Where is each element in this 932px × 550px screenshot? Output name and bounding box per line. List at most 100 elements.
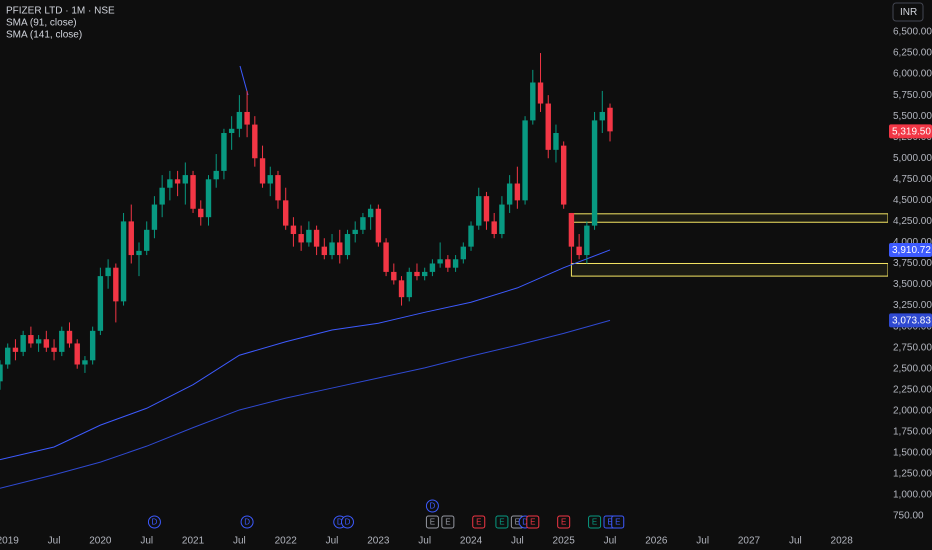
candle-body <box>491 221 497 235</box>
x-tick-label: Jul <box>140 536 153 547</box>
candle-body <box>576 246 582 256</box>
candle-body <box>406 271 412 298</box>
candle-body <box>144 229 150 251</box>
candle-body <box>5 347 11 365</box>
x-tick-label: 2025 <box>553 536 576 547</box>
candle-body <box>506 183 513 205</box>
event-marker <box>588 515 602 529</box>
y-tick-label: 3,500.00 <box>893 279 932 290</box>
event-marker <box>472 515 486 529</box>
x-tick-label: Jul <box>604 536 617 547</box>
candle-body <box>468 225 474 247</box>
event-label: D <box>337 518 343 527</box>
chart-title: PFIZER LTD · 1M · NSE <box>6 6 115 17</box>
candle-body <box>313 229 320 247</box>
candle-body <box>151 204 158 230</box>
candle-body <box>174 179 181 184</box>
candle-body <box>59 330 65 352</box>
event-marker <box>526 515 540 529</box>
currency-button[interactable] <box>892 2 924 22</box>
event-label: E <box>615 518 620 527</box>
event-marker <box>240 515 254 529</box>
y-tick-label: 1,250.00 <box>893 469 932 480</box>
candle-body <box>198 208 204 218</box>
y-tick-label: 6,000.00 <box>893 69 932 80</box>
y-tick-label: 5,000.00 <box>893 153 932 164</box>
zone <box>570 262 888 277</box>
candle-body <box>283 200 289 226</box>
x-tick-label: 2019 <box>0 536 19 547</box>
y-tick-label: 2,250.00 <box>893 384 932 395</box>
candle-body <box>236 111 243 129</box>
candle-body <box>275 175 281 201</box>
event-marker <box>441 515 455 529</box>
candle-body <box>51 347 57 352</box>
zone <box>570 213 888 223</box>
candle-body <box>290 225 297 235</box>
candle-body <box>599 111 605 121</box>
candle-body <box>205 179 212 218</box>
candle-body <box>82 360 88 365</box>
candle-body <box>375 208 382 243</box>
x-tick-label: Jul <box>696 536 709 547</box>
y-tick-label: 1,000.00 <box>893 490 932 501</box>
x-tick-label: Jul <box>418 536 431 547</box>
currency-label[interactable]: INR <box>900 7 917 18</box>
price-label-box <box>889 124 932 139</box>
event-label: E <box>607 518 612 527</box>
candle-body <box>113 267 119 302</box>
candle-body <box>190 175 196 209</box>
candle-body <box>460 246 467 260</box>
sma-line <box>0 249 611 461</box>
candle-body <box>20 335 26 352</box>
candle-body <box>414 271 420 277</box>
candle-body <box>591 120 598 226</box>
y-tick-label: 4,250.00 <box>893 216 932 227</box>
y-tick-label: 2,500.00 <box>893 363 932 374</box>
candle-body <box>452 259 459 268</box>
y-tick-label: 4,750.00 <box>893 174 932 185</box>
x-tick-label: Jul <box>511 536 524 547</box>
candle-body <box>483 196 490 222</box>
event-label: D <box>522 518 528 527</box>
candle-body <box>74 343 80 365</box>
candle-body <box>43 339 50 348</box>
event-label: E <box>430 518 435 527</box>
y-tick-label: 2,750.00 <box>893 342 932 353</box>
y-tick-label: 3,250.00 <box>893 300 932 311</box>
x-tick-label: 2020 <box>89 536 112 547</box>
y-tick-label: 1,750.00 <box>893 426 932 437</box>
candle-body <box>267 175 273 184</box>
candle-body <box>128 221 134 256</box>
candle-body <box>321 246 328 256</box>
event-label: E <box>445 518 450 527</box>
price-label: 3,910.72 <box>892 245 931 256</box>
y-tick-label: 4,500.00 <box>893 195 932 206</box>
candle-body <box>136 250 142 256</box>
x-tick-label: 2021 <box>182 536 205 547</box>
candle-body <box>213 170 219 180</box>
price-label: 5,319.50 <box>892 127 931 138</box>
candle-body <box>421 271 428 277</box>
y-tick-label: 1,500.00 <box>893 448 932 459</box>
x-tick-label: 2028 <box>831 536 854 547</box>
event-marker <box>557 515 571 529</box>
candle-body <box>337 242 343 256</box>
candle-body <box>298 234 304 243</box>
candle-body <box>429 263 436 272</box>
x-tick-label: Jul <box>789 536 802 547</box>
candle-body <box>499 204 505 235</box>
candle-body <box>445 259 451 268</box>
candle-body <box>0 364 3 382</box>
x-tick-label: 2024 <box>460 536 483 547</box>
candle-body <box>360 217 366 230</box>
price-label-box <box>889 242 932 257</box>
candle-body <box>545 103 551 150</box>
candle-body <box>398 280 405 298</box>
candle-body <box>329 242 335 256</box>
candle-body <box>437 259 443 264</box>
